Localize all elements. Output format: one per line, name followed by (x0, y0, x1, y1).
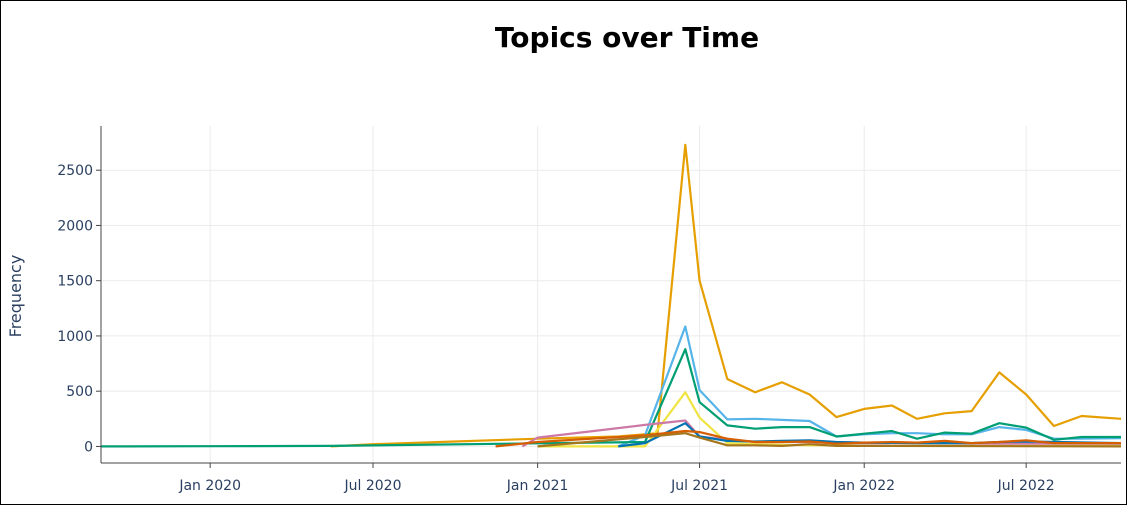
series-line-8[interactable] (537, 432, 1122, 448)
x-tick-label: Jan 2021 (506, 478, 569, 494)
x-tick-label: Jan 2020 (178, 478, 241, 494)
x-tick-label: Jan 2022 (832, 478, 895, 494)
x-tick-label: Jul 2022 (997, 478, 1055, 494)
y-axis-title: Frequency (6, 255, 25, 338)
y-tick-label: 1000 (57, 329, 93, 345)
series-line-7[interactable] (495, 429, 1121, 448)
x-tick-label: Jul 2021 (670, 478, 728, 494)
series-line-1[interactable] (330, 143, 1122, 448)
x-tick-label: Jul 2020 (344, 478, 402, 494)
y-tick-label: 2500 (57, 163, 93, 179)
tick-labels: Jan 2020 Jul 2020 Jan 2021 Jul 2021 Jan 2022… (57, 163, 1054, 494)
y-tick-label: 0 (84, 439, 93, 455)
grid-lines (101, 126, 1121, 463)
y-tick-label: 500 (66, 384, 93, 400)
series-layer (100, 143, 1122, 448)
chart-title: Topics over Time (495, 21, 759, 54)
y-tick-label: 2000 (57, 218, 93, 234)
series-line-3[interactable] (100, 348, 1121, 448)
y-tick-label: 1500 (57, 274, 93, 290)
axes-layer (96, 126, 1121, 468)
